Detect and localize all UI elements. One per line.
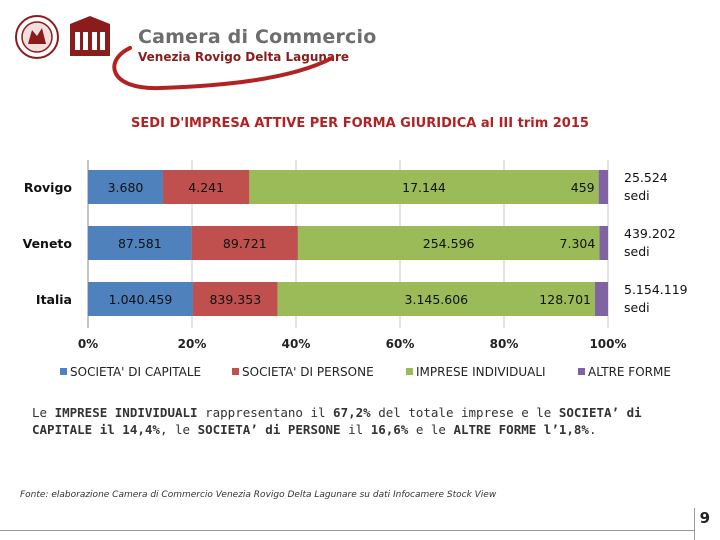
bar-segment bbox=[88, 226, 192, 260]
legend-label: ALTRE FORME bbox=[588, 365, 671, 379]
logo-swoosh-icon bbox=[112, 46, 334, 91]
legend-label: SOCIETA' DI PERSONE bbox=[242, 365, 374, 379]
bar-segment bbox=[88, 282, 193, 316]
summary-part: del totale imprese e le bbox=[370, 405, 559, 420]
bar-segment bbox=[249, 170, 599, 204]
data-label: 459 bbox=[571, 180, 595, 195]
category-label: Italia bbox=[36, 292, 72, 307]
bar-segment bbox=[599, 226, 608, 260]
category-label: Veneto bbox=[23, 236, 73, 251]
summary-part: il bbox=[340, 422, 371, 437]
page-number: 9 bbox=[699, 509, 710, 527]
data-label: 4.241 bbox=[188, 180, 224, 195]
x-tick-label: 20% bbox=[178, 337, 207, 351]
legend-swatch bbox=[232, 368, 239, 375]
bar-segment bbox=[297, 226, 600, 260]
bar-segment bbox=[598, 170, 608, 204]
legend-swatch bbox=[60, 368, 67, 375]
x-tick-label: 40% bbox=[282, 337, 311, 351]
summary-strong: ALTRE FORME l’1,8% bbox=[453, 422, 589, 437]
total-value: 5.154.119 bbox=[624, 282, 688, 297]
total-unit: sedi bbox=[624, 188, 650, 203]
footer-divider bbox=[0, 530, 694, 531]
data-label: 7.304 bbox=[560, 236, 596, 251]
legend-label: SOCIETA' DI CAPITALE bbox=[70, 365, 201, 379]
x-tick-label: 0% bbox=[78, 337, 98, 351]
data-label: 3.145.606 bbox=[405, 292, 469, 307]
chart-title: SEDI D'IMPRESA ATTIVE PER FORMA GIURIDIC… bbox=[131, 116, 589, 131]
category-label: Rovigo bbox=[24, 180, 73, 195]
legend-swatch bbox=[406, 368, 413, 375]
bar-segment bbox=[277, 282, 596, 316]
summary-part: Le bbox=[32, 405, 55, 420]
x-tick-label: 60% bbox=[386, 337, 415, 351]
summary-part: e le bbox=[408, 422, 454, 437]
summary-strong: SOCIETA’ di PERSONE bbox=[197, 422, 341, 437]
bar-segment bbox=[162, 170, 250, 204]
building-logo-icon bbox=[70, 16, 110, 56]
data-label: 89.721 bbox=[223, 236, 267, 251]
legend-label: IMPRESE INDIVIDUALI bbox=[416, 365, 546, 379]
x-tick-label: 100% bbox=[589, 337, 626, 351]
x-tick-label: 80% bbox=[490, 337, 519, 351]
data-label: 839.353 bbox=[209, 292, 261, 307]
bar-segment bbox=[595, 282, 608, 316]
summary-strong: 67,2% bbox=[333, 405, 371, 420]
data-label: 3.680 bbox=[108, 180, 144, 195]
summary-part: rappresentano il bbox=[197, 405, 334, 420]
legend-swatch bbox=[578, 368, 585, 375]
bar-segment bbox=[191, 226, 298, 260]
summary-strong: 16,6% bbox=[370, 422, 409, 437]
total-unit: sedi bbox=[624, 300, 650, 315]
data-label: 128.701 bbox=[539, 292, 591, 307]
summary-strong: SOCIETA’ di CAPITALE il 14,4% bbox=[32, 405, 642, 437]
org-name: Camera di Commercio bbox=[138, 26, 377, 48]
source-note: Fonte: elaborazione Camera di Commercio … bbox=[20, 490, 497, 500]
total-value: 439.202 bbox=[624, 226, 676, 241]
bar-segment bbox=[88, 170, 163, 204]
total-unit: sedi bbox=[624, 244, 650, 259]
data-label: 254.596 bbox=[423, 236, 475, 251]
summary-part: . bbox=[588, 422, 597, 437]
summary-part: , le bbox=[159, 422, 198, 437]
total-value: 25.524 bbox=[624, 170, 668, 185]
seal-logo-icon bbox=[15, 15, 59, 59]
data-label: 1.040.459 bbox=[109, 292, 173, 307]
data-label: 17.144 bbox=[402, 180, 446, 195]
org-subtitle: Venezia Rovigo Delta Lagunare bbox=[138, 50, 350, 64]
summary-strong: IMPRESE INDIVIDUALI bbox=[54, 405, 198, 420]
footer-divider-vertical bbox=[694, 508, 695, 540]
bar-segment bbox=[192, 282, 278, 316]
stacked-bar-chart: 0% 20% 40% 60% 80% 100% 3.680 4.241 17.144 459 Rov… bbox=[23, 160, 688, 379]
summary-text: Le IMPRESE INDIVIDUALI rappresentano il … bbox=[32, 404, 672, 438]
data-label: 87.581 bbox=[118, 236, 162, 251]
